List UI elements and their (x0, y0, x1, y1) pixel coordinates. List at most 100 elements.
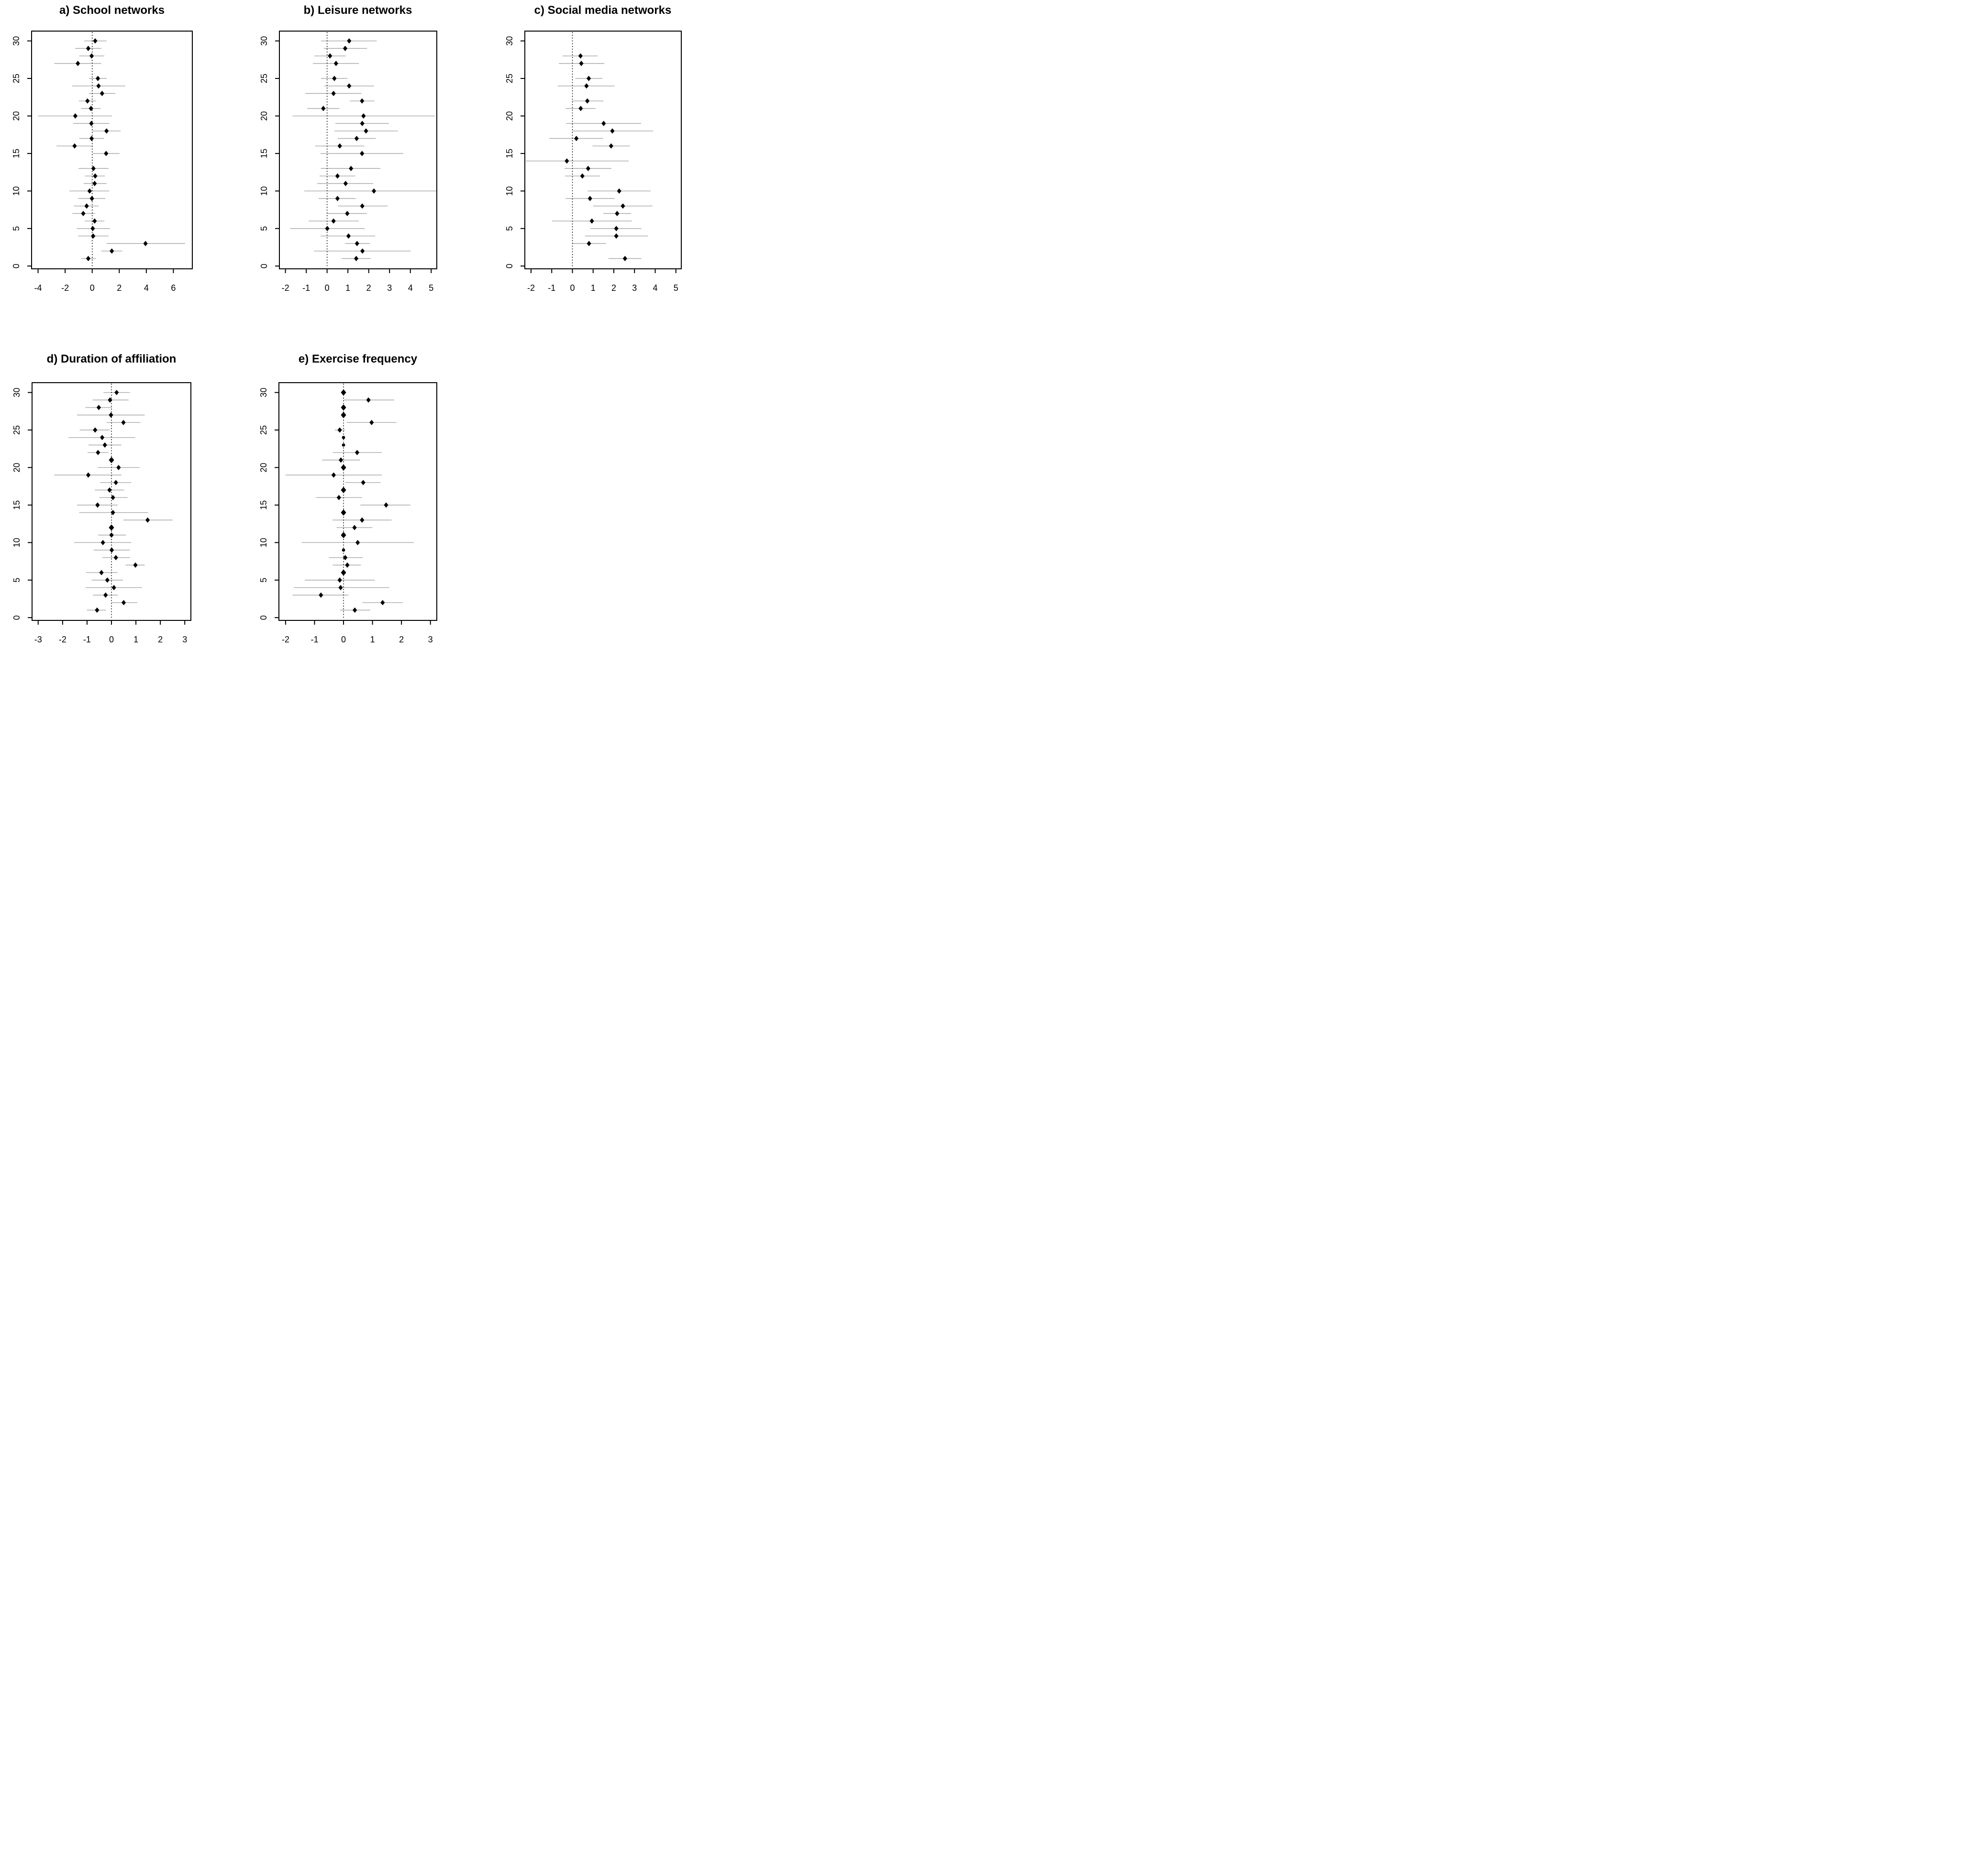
y-tick-label: 15 (505, 149, 514, 158)
point-marker (589, 218, 594, 224)
point-marker (108, 397, 112, 403)
y-tick-label: 25 (259, 425, 268, 435)
point-marker (109, 457, 114, 463)
point-marker (96, 450, 100, 455)
point-marker (586, 166, 590, 171)
point-marker (341, 412, 346, 419)
y-tick-label: 20 (11, 111, 21, 121)
point-marker (109, 524, 114, 531)
x-tick-label: 1 (133, 635, 138, 644)
point-marker (610, 128, 615, 134)
point-marker (85, 98, 90, 104)
point-marker (337, 577, 342, 583)
point-marker (345, 210, 350, 216)
point-marker (354, 135, 359, 142)
x-tick-label: 2 (399, 635, 404, 644)
y-tick-label: 0 (12, 615, 22, 620)
x-tick-label: 0 (109, 635, 114, 644)
point-marker (343, 555, 348, 561)
y-tick-label: 20 (12, 463, 22, 472)
point-marker (93, 38, 98, 44)
x-tick-label: -1 (310, 635, 318, 644)
y-tick-label: 25 (259, 74, 269, 83)
x-tick-label: -1 (302, 283, 310, 293)
point-marker (360, 517, 365, 523)
y-tick-label: 30 (259, 36, 269, 46)
point-marker (89, 53, 94, 59)
forest-plot-school-networks: -4 -2 0 2 4 6 0 5 10 15 20 25 30 (11, 31, 193, 293)
point-marker (361, 480, 366, 486)
x-tick-label: 4 (653, 283, 657, 293)
point-marker (95, 502, 100, 508)
point-marker (89, 121, 94, 126)
y-tick-label: 0 (505, 264, 514, 268)
point-marker (371, 188, 377, 194)
point-marker (587, 196, 592, 201)
point-marker (587, 76, 591, 81)
plot-frame (31, 31, 193, 269)
y-tick-label: 15 (12, 500, 22, 510)
y-tick-label: 30 (505, 36, 514, 46)
point-marker (86, 255, 91, 262)
x-tick-label: -2 (59, 635, 67, 644)
point-marker (349, 166, 354, 171)
point-marker (86, 472, 91, 478)
x-tick-label: -4 (34, 283, 42, 293)
point-marker (89, 196, 94, 201)
point-marker (337, 143, 342, 149)
point-marker (319, 592, 323, 598)
point-marker (342, 548, 345, 552)
point-marker (111, 495, 115, 500)
chart-title-duration-of-affiliation: d) Duration of affiliation (46, 353, 177, 365)
y-tick-label: 0 (11, 264, 21, 268)
point-marker (352, 525, 357, 530)
point-marker (338, 585, 343, 591)
point-marker (343, 181, 348, 187)
x-tick-label: 5 (674, 283, 678, 293)
point-marker (331, 90, 336, 96)
point-marker (109, 547, 114, 553)
point-marker (95, 607, 100, 613)
x-tick-label: 2 (366, 283, 371, 293)
point-marker (72, 143, 77, 149)
point-marker (338, 457, 344, 463)
point-marker (585, 98, 590, 104)
point-marker (335, 196, 340, 201)
point-marker (100, 435, 105, 441)
point-marker (109, 532, 114, 538)
point-marker (355, 241, 359, 246)
y-tick-label: 20 (259, 463, 268, 472)
point-marker (578, 106, 583, 111)
point-marker (347, 38, 352, 44)
point-marker (615, 210, 620, 216)
point-marker (116, 464, 121, 471)
point-marker (579, 61, 584, 66)
point-marker (361, 113, 366, 119)
x-tick-label: -3 (34, 635, 42, 644)
x-tick-label: 1 (370, 635, 375, 644)
x-tick-label: 3 (428, 635, 433, 644)
point-marker (345, 562, 350, 568)
forest-plot-social-media-networks: -2 -1 0 1 2 3 4 5 0 5 10 15 20 25 30 (505, 31, 682, 293)
point-marker (143, 241, 148, 246)
point-marker (354, 255, 359, 262)
point-marker (360, 203, 365, 209)
point-marker (91, 166, 96, 171)
x-tick-label: -1 (548, 283, 555, 293)
chart-title-school-networks: a) School networks (59, 4, 165, 17)
point-marker (565, 158, 569, 164)
point-marker (622, 255, 627, 262)
point-marker (92, 218, 97, 224)
point-marker (366, 397, 371, 403)
point-marker (321, 106, 326, 111)
point-marker (86, 45, 91, 51)
point-marker (93, 427, 98, 433)
point-marker (81, 210, 86, 216)
forest-plot-leisure-networks: -2 -1 0 1 2 3 4 5 0 5 10 15 20 25 30 (259, 31, 437, 293)
point-marker (360, 248, 365, 254)
x-tick-label: -2 (282, 283, 289, 293)
point-marker (335, 173, 340, 179)
point-marker (113, 480, 118, 486)
y-tick-label: 10 (259, 186, 269, 196)
